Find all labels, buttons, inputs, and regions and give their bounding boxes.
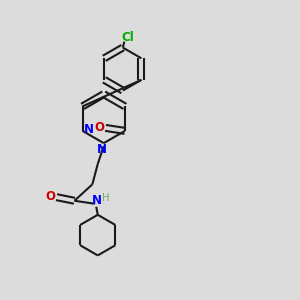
Text: O: O bbox=[45, 190, 55, 203]
Text: N: N bbox=[97, 143, 107, 156]
Text: H: H bbox=[102, 194, 110, 203]
Text: N: N bbox=[92, 194, 102, 207]
Text: O: O bbox=[94, 121, 104, 134]
Text: N: N bbox=[84, 123, 94, 136]
Text: Cl: Cl bbox=[121, 31, 134, 44]
